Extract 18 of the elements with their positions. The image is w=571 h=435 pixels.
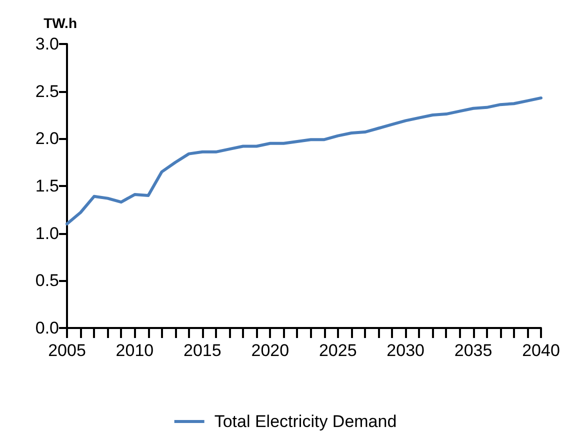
y-tick-label: 3.0	[35, 34, 59, 54]
y-tick-label: 2.5	[35, 82, 59, 101]
y-tick-label: 1.5	[35, 176, 59, 196]
x-tick-label: 2020	[251, 341, 290, 360]
x-tick-label: 2005	[48, 341, 86, 360]
x-tick-label: 2010	[116, 341, 154, 360]
y-tick-label: 0.5	[35, 271, 59, 290]
x-tick-label: 2015	[184, 341, 222, 360]
y-tick-label: 0.0	[35, 318, 59, 338]
legend-label: Total Electricity Demand	[214, 412, 397, 431]
y-axis-title: TW.h	[44, 15, 77, 31]
x-tick-label: 2025	[318, 341, 357, 360]
y-tick-label: 1.0	[35, 224, 59, 243]
x-tick-label: 2035	[454, 341, 492, 360]
line-series	[66, 96, 542, 226]
x-tick-label: 2040	[522, 341, 560, 360]
x-tick-label: 2030	[386, 341, 424, 360]
y-tick-label: 2.0	[35, 129, 59, 148]
